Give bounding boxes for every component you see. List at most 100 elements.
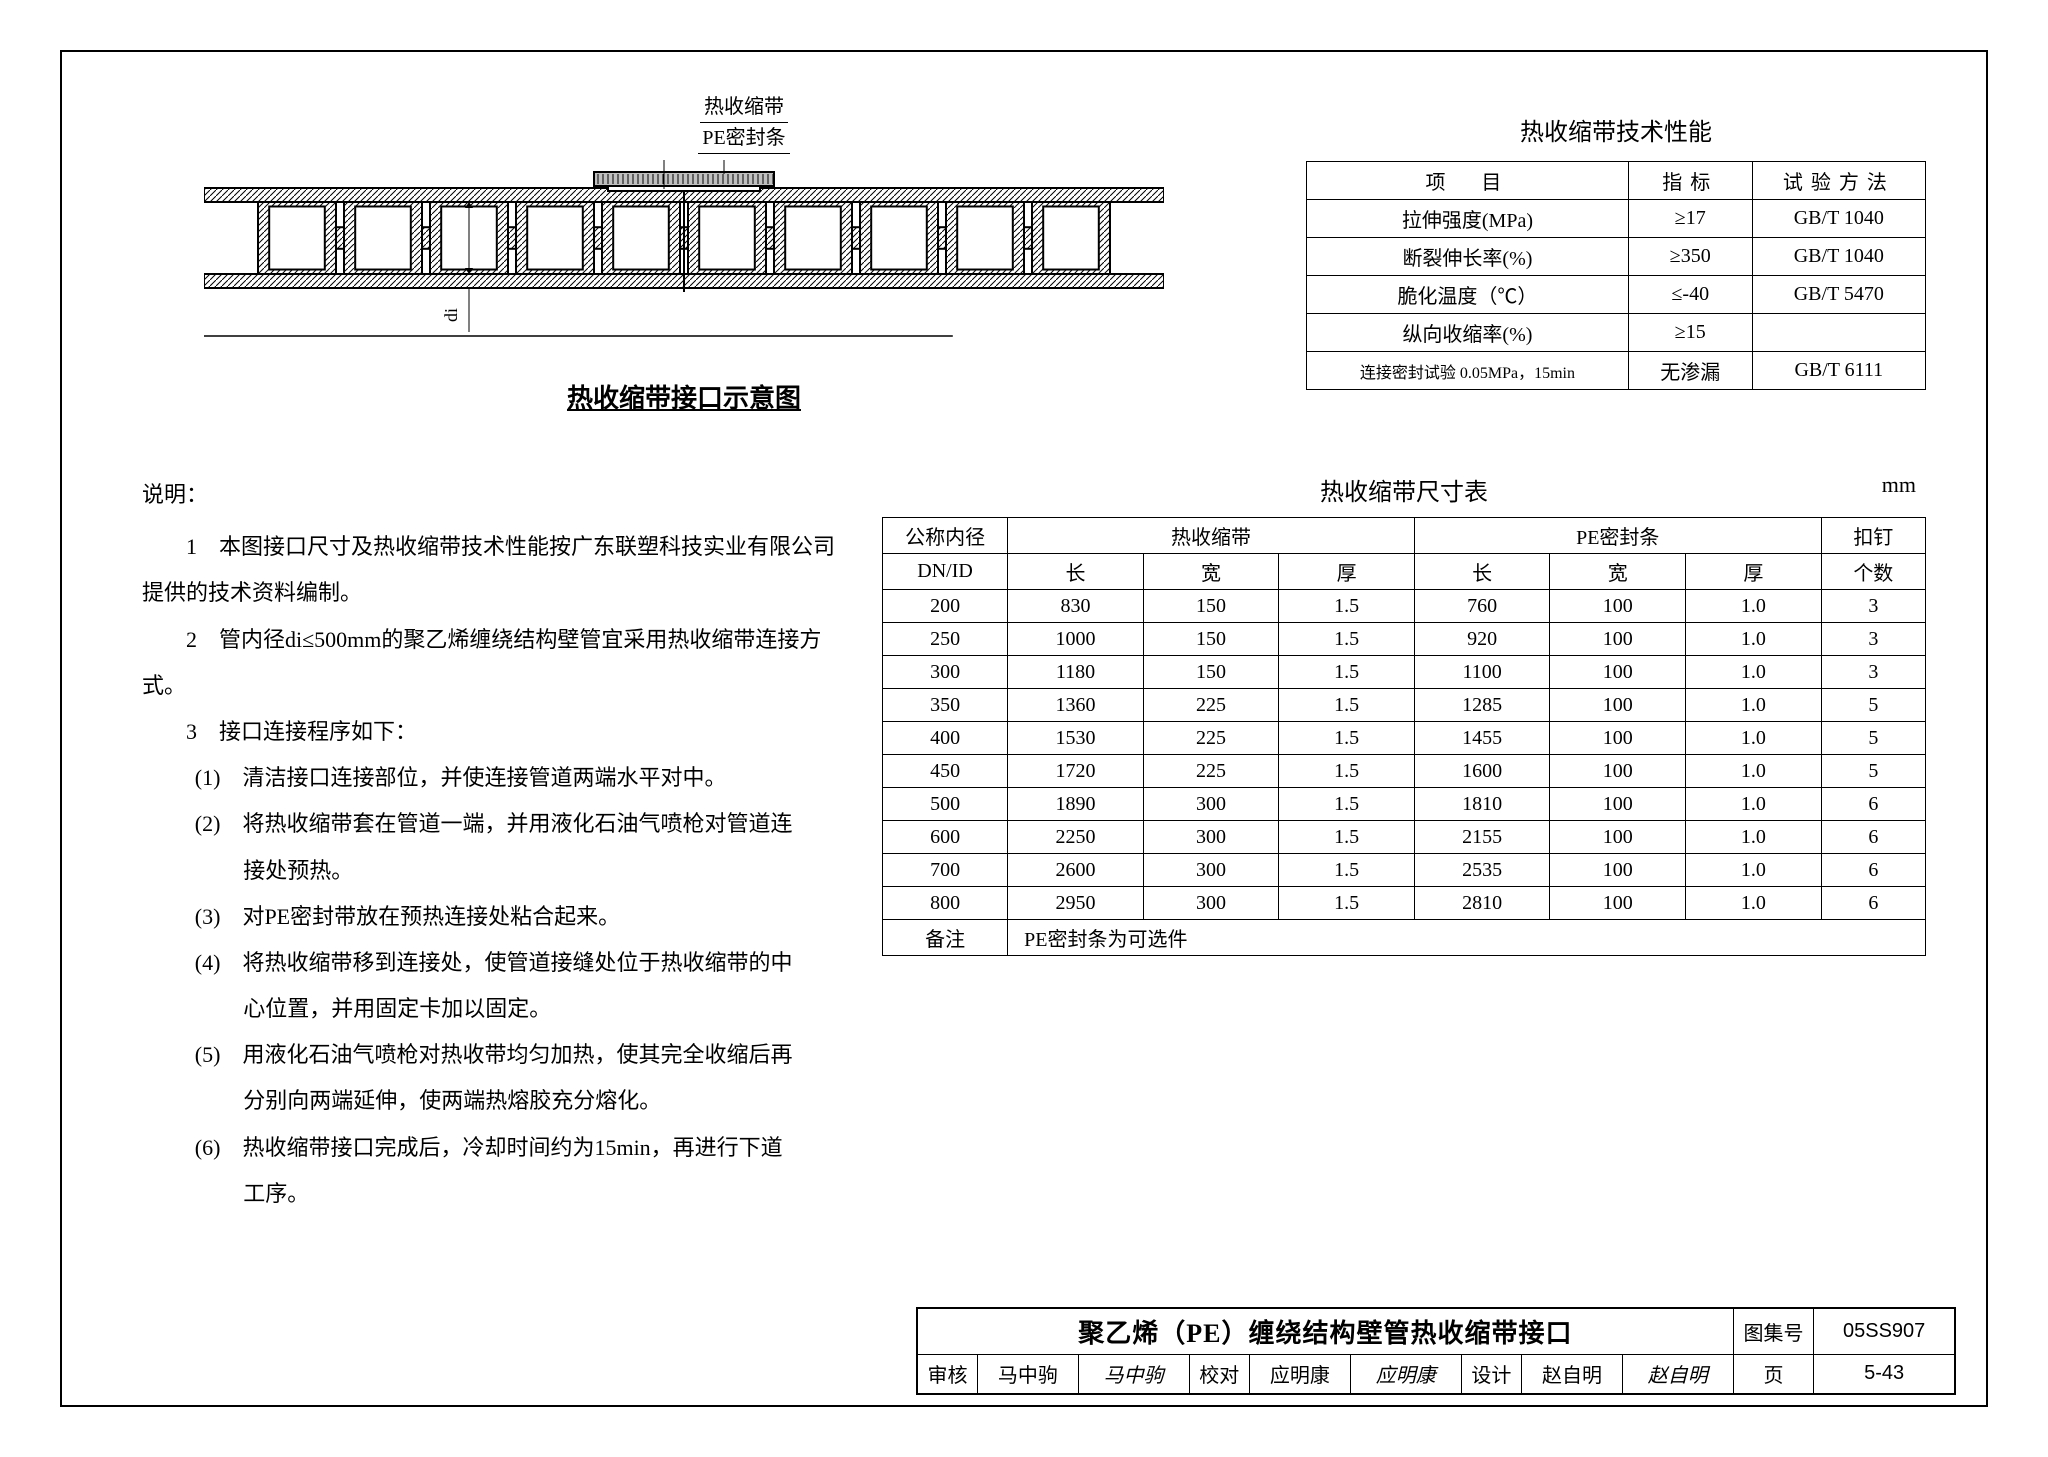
size-cell: 350	[883, 689, 1008, 722]
perf-cell-index: ≥15	[1628, 314, 1752, 352]
size-note-text: PE密封条为可选件	[1008, 920, 1926, 956]
size-cell: 6	[1821, 854, 1925, 887]
perf-cell-item: 脆化温度（℃）	[1307, 276, 1629, 314]
size-cell: 700	[883, 854, 1008, 887]
size-cell: 100	[1550, 788, 1686, 821]
size-cell: 1.0	[1686, 722, 1822, 755]
note-sub: (1) 清洁接口连接部位，并使连接管道两端水平对中。	[142, 755, 842, 801]
size-cell: 1.5	[1279, 854, 1415, 887]
note-sub-cont: 分别向两端延伸，使两端热熔胶充分熔化。	[142, 1078, 842, 1124]
size-cell: 500	[883, 788, 1008, 821]
size-row: 2008301501.57601001.03	[883, 590, 1926, 623]
tb-design-sig: 赵自明	[1622, 1354, 1733, 1394]
size-cell: 1720	[1008, 755, 1144, 788]
size-h-a-t: 厚	[1279, 554, 1415, 590]
titleblock-main: 聚乙烯（PE）缠绕结构壁管热收缩带接口	[917, 1308, 1733, 1355]
performance-title: 热收缩带技术性能	[1306, 112, 1926, 147]
tb-set-value: 05SS907	[1814, 1308, 1955, 1355]
upper-region: 热收缩带 PE密封条 di 热收缩带接口示意图 热收缩带技术性能 项 目 指标 …	[92, 72, 1956, 442]
size-cell: 225	[1143, 722, 1279, 755]
size-cell: 100	[1550, 590, 1686, 623]
tb-design-label: 设计	[1461, 1354, 1521, 1394]
size-cell: 300	[1143, 887, 1279, 920]
performance-tbody: 拉伸强度(MPa)≥17GB/T 1040断裂伸长率(%)≥350GB/T 10…	[1307, 200, 1926, 390]
size-cell: 5	[1821, 689, 1925, 722]
size-title: 热收缩带尺寸表	[1320, 472, 1488, 507]
titleblock: 聚乙烯（PE）缠绕结构壁管热收缩带接口 图集号 05SS907 审核 马中驹 马…	[916, 1307, 1956, 1396]
size-cell: 1.0	[1686, 689, 1822, 722]
note-sub: (2) 将热收缩带套在管道一端，并用液化石油气喷枪对管道连	[142, 801, 842, 847]
drawing-frame: 热收缩带 PE密封条 di 热收缩带接口示意图 热收缩带技术性能 项 目 指标 …	[60, 50, 1988, 1407]
size-cell: 1.5	[1279, 689, 1415, 722]
size-cell: 1.0	[1686, 854, 1822, 887]
perf-cell-index: ≥17	[1628, 200, 1752, 238]
tb-design-name: 赵自明	[1522, 1354, 1623, 1394]
size-row: 40015302251.514551001.05	[883, 722, 1926, 755]
perf-row: 纵向收缩率(%)≥15	[1307, 314, 1926, 352]
size-cell: 100	[1550, 887, 1686, 920]
diagram-top-labels: 热收缩带 PE密封条	[232, 92, 1256, 154]
size-cell: 1.0	[1686, 788, 1822, 821]
tb-set-label: 图集号	[1733, 1308, 1814, 1355]
size-cell: 1.0	[1686, 887, 1822, 920]
size-cell: 1100	[1414, 656, 1550, 689]
size-cell: 5	[1821, 722, 1925, 755]
note-line: 3 接口连接程序如下：	[142, 709, 842, 755]
size-cell: 1530	[1008, 722, 1144, 755]
note-line: 2 管内径di≤500mm的聚乙烯缠绕结构壁管宜采用热收缩带连接方式。	[142, 617, 842, 709]
size-cell: 1.5	[1279, 788, 1415, 821]
size-cell: 100	[1550, 722, 1686, 755]
size-cell: 1000	[1008, 623, 1144, 656]
size-area: 热收缩带尺寸表 mm 公称内径 热收缩带 PE密封条 扣钉 DN/ID 长	[872, 472, 1956, 1217]
size-cell: 300	[883, 656, 1008, 689]
size-cell: 1.5	[1279, 656, 1415, 689]
tb-check-name: 应明康	[1250, 1354, 1351, 1394]
size-cell: 6	[1821, 788, 1925, 821]
note-line: 1 本图接口尺寸及热收缩带技术性能按广东联塑科技实业有限公司提供的技术资料编制。	[142, 524, 842, 616]
size-cell: 2250	[1008, 821, 1144, 854]
size-cell: 2155	[1414, 821, 1550, 854]
size-cell: 2600	[1008, 854, 1144, 887]
size-unit: mm	[1882, 472, 1916, 498]
size-cell: 100	[1550, 821, 1686, 854]
size-cell: 1.0	[1686, 590, 1822, 623]
tb-page-label: 页	[1733, 1354, 1814, 1394]
performance-area: 热收缩带技术性能 项 目 指标 试验方法 拉伸强度(MPa)≥17GB/T 10…	[1276, 72, 1956, 442]
size-cell: 400	[883, 722, 1008, 755]
size-cell: 150	[1143, 590, 1279, 623]
size-cell: 300	[1143, 821, 1279, 854]
tb-review-label: 审核	[917, 1354, 977, 1394]
perf-cell-index: 无渗漏	[1628, 352, 1752, 390]
size-cell: 100	[1550, 755, 1686, 788]
size-tbody: 2008301501.57601001.0325010001501.592010…	[883, 590, 1926, 956]
note-sub: (3) 对PE密封带放在预热连接处粘合起来。	[142, 894, 842, 940]
size-row: 45017202251.516001001.05	[883, 755, 1926, 788]
size-h-b-l: 长	[1414, 554, 1550, 590]
note-sub: (5) 用液化石油气喷枪对热收带均匀加热，使其完全收缩后再	[142, 1032, 842, 1078]
perf-cell-index: ≤-40	[1628, 276, 1752, 314]
size-cell: 450	[883, 755, 1008, 788]
perf-cell-method: GB/T 1040	[1752, 238, 1925, 276]
perf-cell-method: GB/T 6111	[1752, 352, 1925, 390]
size-h-b-w: 宽	[1550, 554, 1686, 590]
tb-review-sig: 马中驹	[1078, 1354, 1189, 1394]
lower-region: 说明： 1 本图接口尺寸及热收缩带技术性能按广东联塑科技实业有限公司提供的技术资…	[92, 472, 1956, 1217]
perf-row: 脆化温度（℃）≤-40GB/T 5470	[1307, 276, 1926, 314]
size-h-dn-top: 公称内径	[883, 518, 1008, 554]
size-cell: 1285	[1414, 689, 1550, 722]
size-cell: 1.0	[1686, 656, 1822, 689]
size-h-grp1: 热收缩带	[1008, 518, 1415, 554]
note-sub-cont: 工序。	[142, 1171, 842, 1217]
perf-cell-method: GB/T 1040	[1752, 200, 1925, 238]
tb-check-label: 校对	[1189, 1354, 1249, 1394]
perf-row: 拉伸强度(MPa)≥17GB/T 1040	[1307, 200, 1926, 238]
perf-header-index: 指标	[1628, 162, 1752, 200]
svg-text:di: di	[441, 308, 461, 322]
perf-cell-index: ≥350	[1628, 238, 1752, 276]
tb-check-sig: 应明康	[1350, 1354, 1461, 1394]
notes-title: 说明：	[142, 472, 842, 518]
size-header: 热收缩带尺寸表 mm	[882, 472, 1926, 507]
pipe-diagram-svg: di	[204, 160, 1164, 360]
size-cell: 150	[1143, 656, 1279, 689]
size-cell: 3	[1821, 623, 1925, 656]
